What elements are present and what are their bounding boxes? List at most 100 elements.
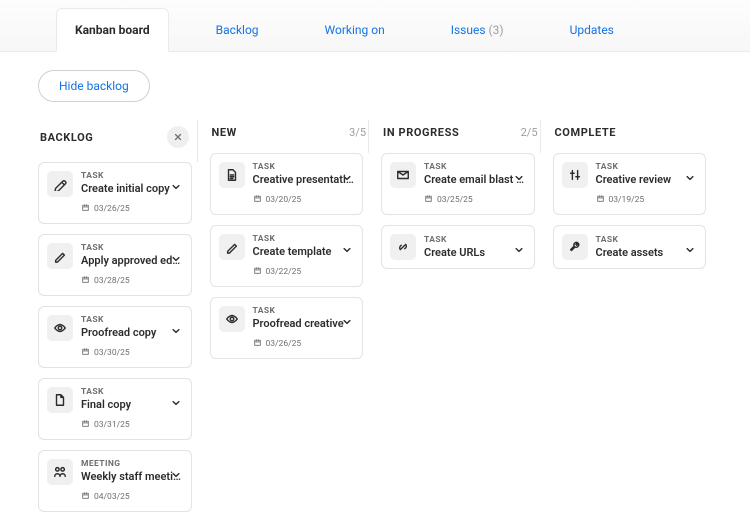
hide-backlog-button[interactable]: Hide backlog [38, 70, 150, 102]
expand-card-button[interactable] [685, 172, 695, 186]
chevron-down-icon [342, 317, 352, 327]
card-meta: 03/26/25 [81, 203, 183, 215]
card-type-icon [219, 306, 245, 332]
card-type-icon [47, 387, 73, 413]
card-date: 03/22/25 [266, 267, 302, 277]
card-title: Creative review [596, 173, 698, 186]
calendar-icon [81, 491, 90, 503]
card-body: TASKCreate assets03/17/25 [596, 235, 698, 259]
task-card[interactable]: TASKCreate URLs03/27/25 [381, 225, 535, 269]
column-header: IN PROGRESS 2/5 [381, 120, 541, 153]
expand-card-button[interactable] [171, 469, 181, 483]
calendar-icon [81, 347, 90, 359]
card-type-label: TASK [81, 243, 183, 253]
task-card[interactable]: TASKApply approved edits 03/28/25 [38, 234, 192, 296]
column-new: NEW 3/5 TASK Creative presentation 03/20/2… [210, 120, 370, 512]
card-meta: 03/28/25 [81, 275, 183, 287]
button-label: Hide backlog [59, 79, 129, 93]
expand-card-button[interactable] [171, 253, 181, 267]
chevron-down-icon [342, 245, 352, 255]
card-type-label: TASK [596, 235, 698, 245]
task-card[interactable]: TASKFinal copy03/31/25 [38, 378, 192, 440]
card-meta: 03/25/25 [424, 194, 526, 206]
expand-card-button[interactable] [342, 244, 352, 258]
chevron-down-icon [171, 326, 181, 336]
column-cards: TASKCreate email blast copy03/25/25TASKC… [381, 153, 541, 269]
task-card[interactable]: TASKCreative presentation03/20/25 [210, 153, 364, 215]
card-type-icon [390, 234, 416, 260]
expand-card-button[interactable] [171, 397, 181, 411]
task-card[interactable]: TASKCreate email blast copy 03/25/25 [381, 153, 535, 215]
card-date: 03/30/25 [94, 348, 130, 358]
column-title: BACKLOG [40, 131, 93, 144]
card-date: 03/28/25 [94, 276, 130, 286]
card-body: TASKFinal copy03/31/25 [81, 387, 183, 431]
expand-card-button[interactable] [514, 172, 524, 186]
card-type-icon [47, 243, 73, 269]
calendar-icon [81, 419, 90, 431]
expand-card-button[interactable] [514, 244, 524, 258]
tab-kanban-board[interactable]: Kanban board [56, 8, 169, 52]
card-title: Create email blast copy [424, 173, 526, 186]
card-type-label: TASK [81, 315, 183, 325]
card-body: TASKProofread copy03/30/25 [81, 315, 183, 359]
card-date: 03/20/25 [266, 195, 302, 205]
card-type-label: TASK [81, 387, 183, 397]
task-card[interactable]: TASKProofread copy03/30/25 [38, 306, 192, 368]
card-title: Create initial copy [81, 182, 183, 195]
card-meta: 03/26/25 [253, 338, 355, 350]
column-count: 3/5 [349, 126, 366, 139]
tab-updates[interactable]: Updates [551, 8, 633, 52]
task-card[interactable]: TASKCreate template03/22/25 [210, 225, 364, 287]
kanban-board: BACKLOG TASKCreate initial copy03/26/25T… [0, 120, 750, 512]
close-column-button[interactable] [167, 126, 189, 148]
expand-card-button[interactable] [685, 244, 695, 258]
card-title: Apply approved edits [81, 254, 183, 267]
tab-label: Backlog [216, 23, 259, 37]
task-card[interactable]: TASKCreative review03/19/25 [553, 153, 707, 215]
card-body: TASKCreate URLs03/27/25 [424, 235, 526, 259]
calendar-icon [253, 194, 262, 206]
card-type-label: TASK [253, 306, 355, 316]
chevron-down-icon [685, 245, 695, 255]
column-header: NEW 3/5 [210, 120, 370, 153]
tabs-bar: Kanban board Backlog Working on Issues(3… [0, 0, 750, 52]
column-header: BACKLOG [38, 120, 198, 162]
card-type-label: MEETING [81, 459, 183, 469]
card-type-label: TASK [424, 235, 526, 245]
tab-backlog[interactable]: Backlog [197, 8, 278, 52]
tab-issues[interactable]: Issues(3) [432, 8, 523, 52]
card-title: Creative presentation [253, 173, 355, 186]
task-card[interactable]: TASKCreate initial copy 03/26/25 [38, 162, 192, 224]
tab-label: Working on [325, 23, 385, 37]
card-meta: 04/03/25 [81, 491, 183, 503]
tab-count: (3) [489, 23, 504, 37]
expand-card-button[interactable] [342, 316, 352, 330]
card-title: Final copy [81, 398, 183, 411]
chevron-down-icon [171, 470, 181, 480]
card-type-icon [47, 315, 73, 341]
card-type-label: TASK [424, 162, 526, 172]
expand-card-button[interactable] [342, 172, 352, 186]
task-card[interactable]: TASKProofread creative03/26/25 [210, 297, 364, 359]
card-type-label: TASK [81, 171, 183, 181]
column-backlog: BACKLOG TASKCreate initial copy03/26/25T… [38, 120, 198, 512]
card-type-icon [47, 171, 73, 197]
task-card[interactable]: MEETINGWeekly staff meeting 04/03/25 [38, 450, 192, 512]
calendar-icon [424, 194, 433, 206]
expand-card-button[interactable] [171, 181, 181, 195]
card-meta: 03/20/25 [253, 194, 355, 206]
task-card[interactable]: TASKCreate assets03/17/25 [553, 225, 707, 269]
tab-working-on[interactable]: Working on [306, 8, 404, 52]
card-body: TASKCreative presentation03/20/25 [253, 162, 355, 206]
expand-card-button[interactable] [171, 325, 181, 339]
column-cards: TASK Creative presentation 03/20/25 TASKCre… [210, 153, 370, 359]
calendar-icon [81, 275, 90, 287]
calendar-icon [81, 203, 90, 215]
card-title: Weekly staff meeting [81, 470, 183, 483]
calendar-icon [596, 194, 605, 206]
calendar-icon [253, 338, 262, 350]
tab-label: Issues [451, 23, 486, 37]
card-date: 04/03/25 [94, 492, 130, 502]
card-type-label: TASK [253, 234, 355, 244]
